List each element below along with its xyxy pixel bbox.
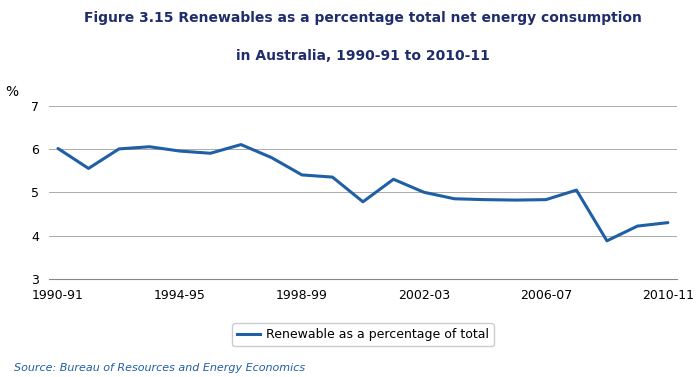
Legend: Renewable as a percentage of total: Renewable as a percentage of total (232, 323, 493, 346)
Text: Source: Bureau of Resources and Energy Economics: Source: Bureau of Resources and Energy E… (14, 363, 305, 373)
Text: in Australia, 1990-91 to 2010-11: in Australia, 1990-91 to 2010-11 (236, 49, 490, 63)
Text: %: % (5, 84, 18, 99)
Text: Figure 3.15 Renewables as a percentage total net energy consumption: Figure 3.15 Renewables as a percentage t… (84, 11, 642, 25)
